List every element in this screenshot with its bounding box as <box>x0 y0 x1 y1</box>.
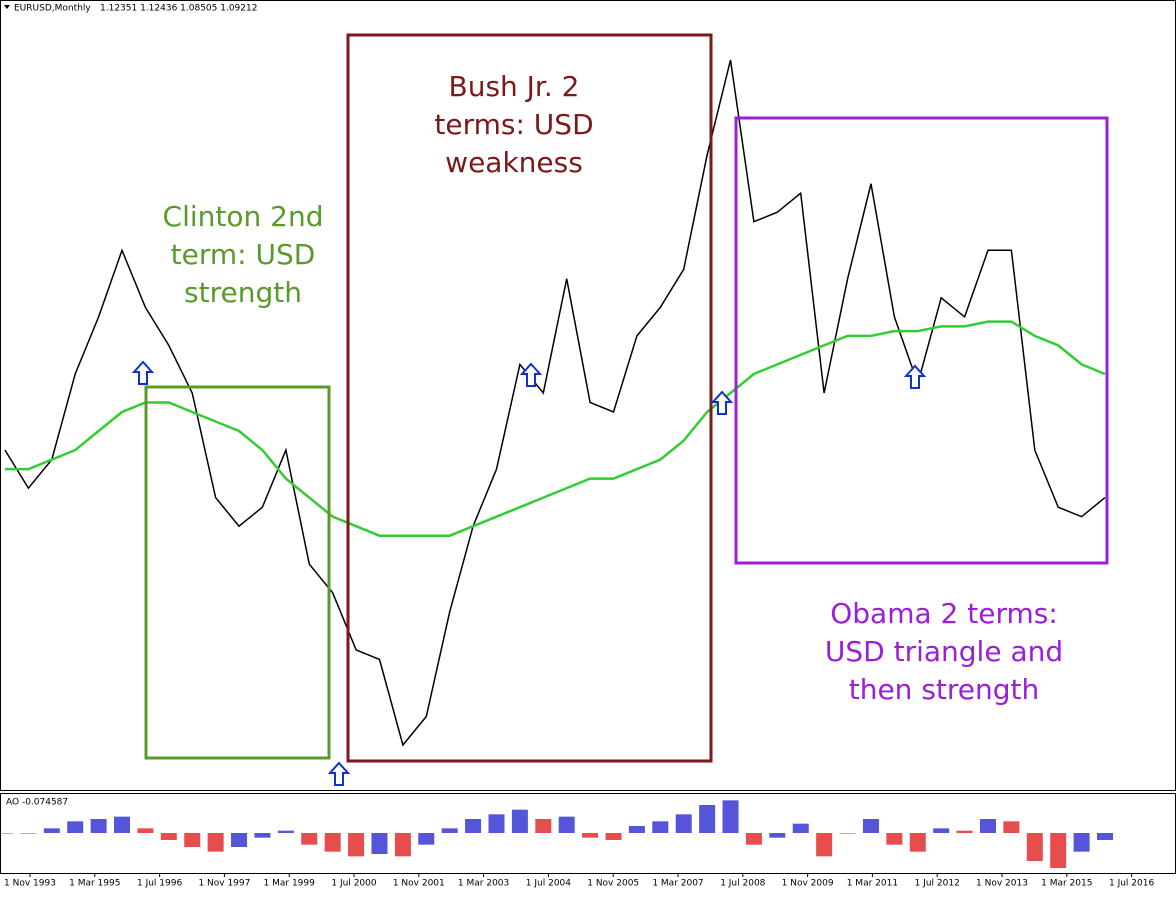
menu-arrow <box>4 5 10 9</box>
x-tick-label: 1 Jul 2008 <box>720 879 765 889</box>
x-tick-label: 1 Nov 1997 <box>198 879 250 889</box>
symbol-label: EURUSD,Monthly <box>14 4 91 14</box>
ao-bar <box>909 833 926 852</box>
ao-bar <box>90 819 107 833</box>
ao-bar <box>277 830 294 833</box>
ao-bar <box>722 800 739 833</box>
annotation-text: Clinton 2nd <box>163 200 324 233</box>
signal-arrow <box>131 360 155 385</box>
ao-bar <box>114 816 131 833</box>
ao-bar <box>886 833 903 845</box>
ao-bar <box>933 828 950 833</box>
x-tick-label: 1 Nov 2005 <box>587 879 639 889</box>
x-tick-label: 1 Mar 1999 <box>264 879 316 889</box>
x-tick-label: 1 Mar 2007 <box>652 879 703 889</box>
signal-arrow <box>710 390 734 415</box>
ao-bar <box>371 833 388 854</box>
ao-bar <box>652 821 669 833</box>
annotation-text: strength <box>184 276 302 309</box>
annotation-text: Bush Jr. 2 <box>448 70 579 103</box>
ao-bar <box>160 833 177 840</box>
main-panel <box>0 0 1176 791</box>
annotation-text: terms: USD <box>434 108 593 141</box>
x-tick-label: 1 Mar 2015 <box>1041 879 1092 889</box>
ao-bar <box>792 823 809 833</box>
signal-arrow <box>903 364 927 389</box>
x-tick-label: 1 Mar 2011 <box>847 879 898 889</box>
annotation-text: then strength <box>849 673 1040 706</box>
ao-bar <box>839 833 856 834</box>
ao-bar <box>1050 833 1067 868</box>
clinton-box <box>144 385 331 760</box>
ao-bar <box>511 809 528 833</box>
x-tick-label: 1 Nov 2013 <box>976 879 1028 889</box>
signal-arrow <box>519 362 543 387</box>
x-tick-label: 1 Jul 2004 <box>526 879 571 889</box>
x-tick-label: 1 Nov 1993 <box>4 879 56 889</box>
ao-bar <box>628 826 645 833</box>
indicator-label: AO -0.074587 <box>6 798 68 808</box>
annotation-text: Obama 2 terms: <box>830 597 1058 630</box>
ao-bar <box>1026 833 1043 861</box>
ao-bar <box>184 833 201 847</box>
ao-bar <box>488 814 505 833</box>
ao-bar <box>1003 821 1020 833</box>
ao-bar <box>20 833 37 834</box>
ao-bar <box>769 833 786 838</box>
ao-bar <box>324 833 341 852</box>
x-tick-label: 1 Mar 1995 <box>69 879 120 889</box>
ao-bar <box>1073 833 1090 852</box>
ao-bar <box>207 833 224 852</box>
obama-box <box>734 116 1109 565</box>
annotation-text: weakness <box>445 146 583 179</box>
ao-bar <box>137 828 154 833</box>
ao-bar <box>465 819 482 833</box>
x-tick-label: 1 Jul 2000 <box>331 879 376 889</box>
signal-arrow <box>327 761 351 786</box>
ao-bar <box>43 828 60 833</box>
ao-bar <box>605 833 622 840</box>
ao-bar <box>1097 833 1113 840</box>
ao-bar <box>675 814 692 833</box>
x-tick-label: 1 Jul 1996 <box>137 879 182 889</box>
ohlc-label: 1.12351 1.12436 1.08505 1.09212 <box>100 4 257 14</box>
x-tick-label: 1 Nov 2009 <box>782 879 834 889</box>
ao-bar <box>558 816 575 833</box>
x-tick-label: 1 Jul 2016 <box>1109 879 1154 889</box>
ao-bar <box>745 833 762 845</box>
annotation-text: USD triangle and <box>825 635 1063 668</box>
annotation-text: term: USD <box>171 238 316 271</box>
ao-bar <box>441 828 458 833</box>
ao-bar <box>418 833 435 845</box>
ao-bar <box>301 833 318 845</box>
bush-box <box>346 33 713 763</box>
ao-bar <box>67 821 84 833</box>
ao-bar <box>348 833 365 857</box>
ao-bar <box>0 833 13 834</box>
ao-bar <box>231 833 248 847</box>
ao-bar <box>862 819 879 833</box>
ao-bar <box>699 805 716 833</box>
price-line <box>4 59 1106 747</box>
x-tick-label: 1 Nov 2001 <box>393 879 445 889</box>
ao-bar <box>254 833 271 838</box>
moving-average-line <box>5 320 1106 537</box>
ao-bar <box>394 833 411 857</box>
ao-bar <box>582 833 599 838</box>
x-tick-label: 1 Jul 2012 <box>915 879 960 889</box>
ao-bar <box>535 819 552 833</box>
ao-bar <box>816 833 833 857</box>
ao-bar <box>956 830 973 833</box>
x-tick-label: 1 Mar 2003 <box>458 879 509 889</box>
ao-bar <box>979 819 996 833</box>
